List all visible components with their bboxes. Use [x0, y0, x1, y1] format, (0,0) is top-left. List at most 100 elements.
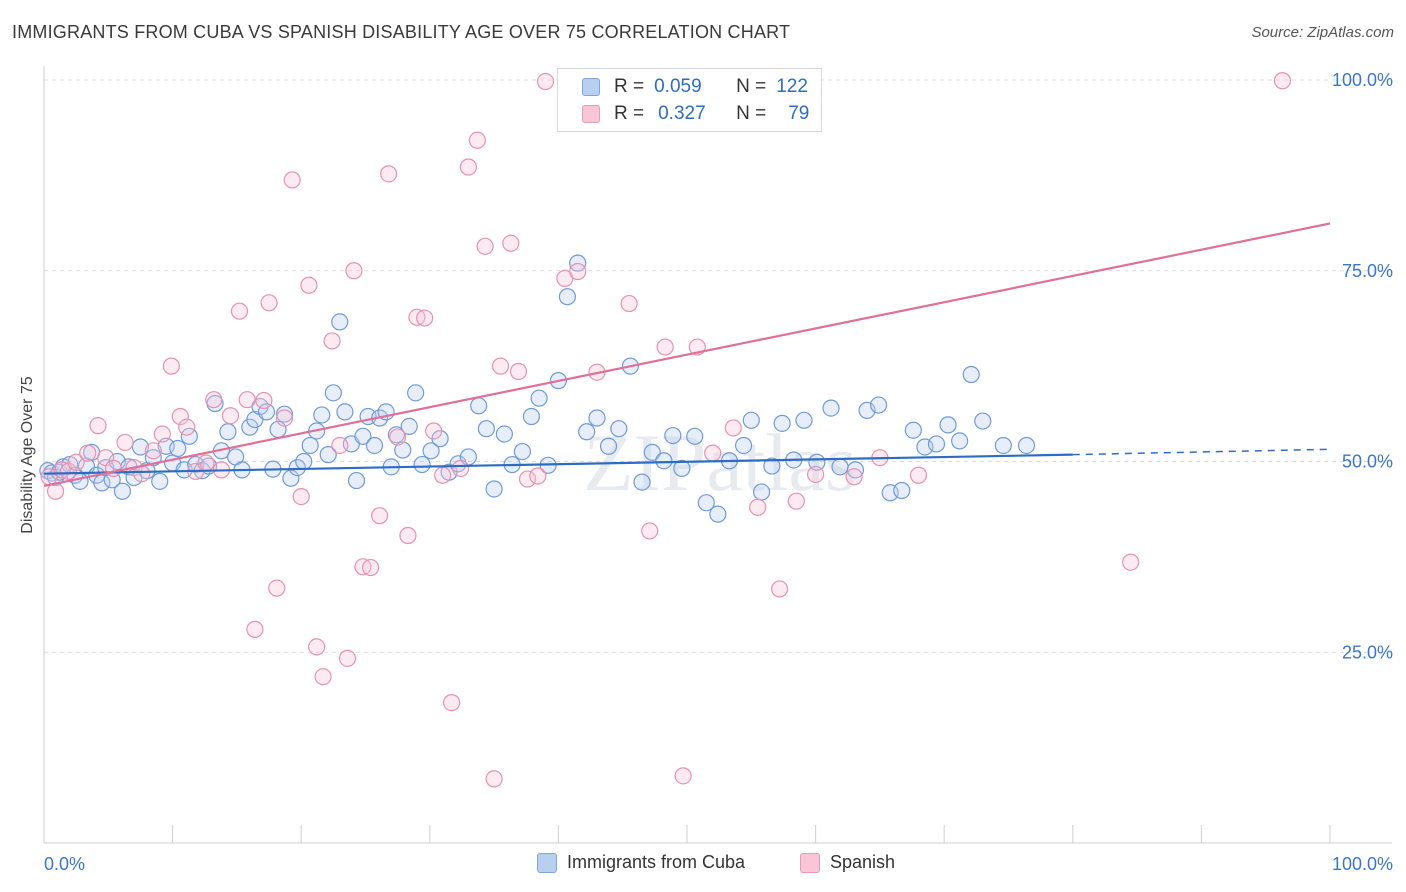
r-value-spanish: 0.327 — [658, 103, 706, 124]
spanish-point — [770, 580, 789, 598]
spanish-point — [238, 391, 256, 409]
correlation-legend: R = 0.059 N = 122 R = 0.327 N = 79 — [557, 68, 822, 132]
cuba-point — [610, 420, 628, 438]
n-label: N = — [736, 103, 767, 124]
spanish-point — [536, 72, 555, 91]
spanish-point — [205, 391, 223, 409]
cuba-point — [522, 407, 540, 426]
cuba-point — [673, 459, 691, 477]
series-cuba-points — [39, 254, 1036, 523]
cuba-point — [513, 442, 531, 461]
cuba-trend-extension — [1072, 448, 1331, 456]
spanish-point — [283, 171, 301, 189]
cuba-point — [407, 384, 425, 402]
x-tick-label: 0.0% — [44, 854, 85, 874]
cuba-point — [413, 455, 431, 474]
cuba-point — [336, 403, 354, 421]
pink-swatch — [582, 105, 600, 123]
cuba-point — [400, 417, 418, 436]
cuba-point — [394, 441, 412, 459]
cuba-point — [422, 442, 440, 460]
cuba-point — [633, 473, 651, 491]
cuba-point — [169, 439, 187, 458]
spanish-point — [641, 522, 659, 540]
spanish-point — [787, 492, 805, 510]
spanish-point — [845, 468, 863, 486]
spanish-point — [674, 767, 692, 785]
spanish-point — [529, 467, 547, 485]
spanish-point — [468, 131, 486, 149]
spanish-point — [314, 668, 332, 686]
cuba-point — [288, 459, 306, 477]
cuba-point — [831, 458, 849, 476]
spanish-point — [502, 234, 520, 252]
cuba-point — [588, 409, 606, 427]
spanish-point — [255, 391, 273, 410]
spanish-point — [362, 558, 380, 577]
spanish-point — [275, 409, 294, 427]
cuba-point — [331, 313, 349, 331]
cuba-point — [365, 436, 384, 455]
cuba-point — [324, 384, 342, 402]
trend-lines — [43, 222, 1331, 487]
spanish-point — [452, 459, 470, 477]
spanish-point — [389, 428, 407, 446]
cuba-point — [113, 482, 132, 500]
spanish-point — [197, 454, 215, 472]
spanish-point — [1122, 553, 1140, 571]
legend-item-cuba[interactable]: Immigrants from Cuba — [537, 852, 745, 873]
cuba-point — [655, 452, 673, 470]
spanish-point — [308, 638, 326, 656]
chart-title: IMMIGRANTS FROM CUBA VS SPANISH DISABILI… — [12, 22, 791, 42]
cuba-point — [485, 480, 503, 498]
cuba-point — [477, 420, 495, 438]
cuba-point — [795, 411, 813, 429]
cuba-point — [752, 483, 771, 501]
spanish-point — [67, 453, 85, 471]
cuba-point — [470, 397, 488, 415]
spanish-point — [485, 770, 503, 788]
cuba-point — [994, 436, 1012, 455]
cuba-point — [962, 365, 980, 384]
legend-label-spanish: Spanish — [830, 852, 896, 872]
spanish-point — [221, 407, 240, 425]
source-label: Source: ZipAtlas.com — [1251, 24, 1394, 41]
series-legend: Immigrants from Cuba Spanish — [0, 852, 1406, 876]
cuba-point — [763, 457, 781, 475]
cuba-point — [301, 436, 319, 455]
spanish-point — [443, 694, 461, 712]
axes — [43, 66, 1392, 844]
spanish-point — [1273, 72, 1292, 90]
cuba-point — [951, 432, 969, 450]
n-value-spanish: 79 — [788, 103, 810, 124]
spanish-point — [491, 357, 510, 375]
spanish-point — [345, 262, 363, 280]
spanish-point — [260, 294, 278, 312]
pink-swatch — [800, 852, 820, 873]
cuba-point — [558, 288, 577, 306]
spanish-point — [476, 237, 494, 255]
cuba-point — [1017, 436, 1036, 455]
cuba-point — [643, 443, 661, 461]
cuba-point — [734, 436, 753, 455]
spanish-point — [569, 262, 587, 281]
spanish-point — [89, 417, 107, 435]
cuba-point — [151, 472, 169, 490]
cuba-point — [939, 416, 957, 434]
cuba-point — [893, 481, 911, 500]
spanish-point — [144, 442, 162, 460]
r-label: R = — [614, 103, 645, 124]
cuba-point — [773, 414, 791, 432]
legend-item-spanish[interactable]: Spanish — [800, 852, 895, 873]
cuba-point — [846, 461, 865, 479]
y-tick-label: 25.0% — [1342, 642, 1393, 662]
spanish-point — [268, 579, 286, 597]
spanish-point — [323, 332, 341, 350]
blue-swatch — [582, 78, 600, 96]
cuba-point — [319, 446, 337, 464]
blue-swatch — [537, 852, 557, 873]
spanish-point — [162, 357, 180, 375]
spanish-point — [380, 165, 398, 183]
cuba-point — [686, 427, 704, 445]
